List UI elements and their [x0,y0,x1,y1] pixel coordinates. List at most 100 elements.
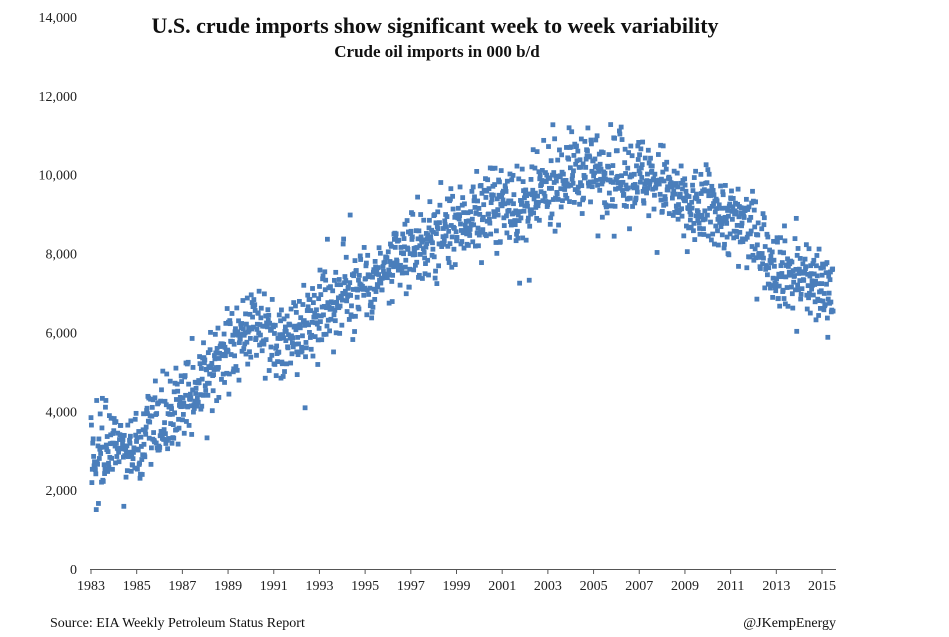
data-point [294,349,300,355]
y-axis: 0 2,000 4,000 6,000 8,000 10,000 12,000 14,000 [39,11,78,578]
data-point [781,250,786,256]
data-point [606,190,612,196]
data-point [546,199,552,205]
data-point [489,197,495,202]
data-point [703,162,709,168]
data-point [491,214,497,219]
data-point [191,409,196,415]
data-point [740,236,745,242]
data-point [110,466,115,472]
x-tick-label: 1985 [123,579,151,594]
data-point [333,269,339,275]
data-point [224,306,230,311]
data-point [372,297,378,302]
data-point [400,231,406,237]
data-point [138,434,144,440]
data-point [203,388,209,393]
data-point [540,198,546,204]
data-point [311,300,316,306]
data-point [188,403,194,409]
data-point [634,189,640,195]
data-point [567,165,573,171]
data-point [655,152,661,157]
data-point [348,293,354,298]
data-point [422,255,427,261]
data-point [515,228,520,234]
data-point [795,282,801,288]
data-point [197,354,202,359]
data-point [434,281,440,286]
data-point [677,194,682,200]
data-point [116,449,121,455]
data-point [632,200,638,206]
data-point [580,161,586,167]
data-point [364,287,370,293]
data-point [495,212,501,218]
data-point [215,325,221,331]
data-point [523,237,529,243]
data-point [507,235,512,240]
data-point [418,234,424,240]
data-point [356,272,362,278]
data-point [265,324,270,330]
data-point [343,278,349,283]
data-point [742,208,748,213]
data-point [120,441,125,447]
data-point [705,233,711,239]
data-point [284,361,290,367]
data-point [385,249,391,255]
data-point [818,288,824,294]
data-point [628,143,634,149]
data-point [625,165,631,171]
data-point [420,237,426,243]
data-point [266,312,272,318]
data-point [592,156,598,162]
data-point [221,341,227,347]
data-point [420,276,425,281]
data-point [252,308,258,313]
data-point [118,423,124,428]
data-point [779,274,784,280]
data-point [141,411,146,417]
data-point [751,207,757,213]
data-point [550,122,556,128]
data-point [314,313,320,318]
data-point [480,214,486,220]
data-point [795,246,801,251]
data-point [645,147,651,153]
data-point [797,256,803,261]
data-point [714,198,720,204]
data-point [332,307,338,313]
data-point [369,315,375,321]
data-point [280,374,286,379]
data-point [198,366,204,371]
data-point [222,344,228,350]
data-point [106,464,112,470]
data-point [223,320,229,326]
data-point [508,219,513,224]
data-point [715,242,721,248]
data-point [411,267,417,273]
data-point [321,312,326,318]
data-point [664,159,670,165]
data-point [733,209,739,215]
data-point [138,444,144,449]
data-point [472,205,478,210]
data-point [133,410,139,416]
data-point [239,348,245,354]
data-point [730,195,736,201]
data-point [571,199,577,205]
data-point [736,263,741,269]
data-point [465,225,470,231]
data-point [731,235,737,241]
data-point [368,300,374,305]
data-point [174,381,180,387]
data-point [688,212,694,217]
data-point [743,196,749,202]
data-point [470,184,476,190]
data-point [531,196,537,202]
data-point [809,278,815,284]
data-point [103,404,108,410]
data-point [344,298,350,304]
